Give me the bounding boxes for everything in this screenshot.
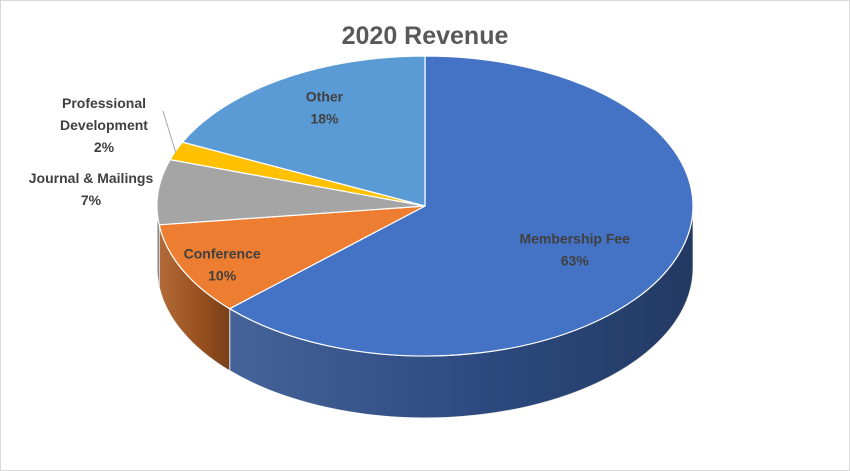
slice-other [181,55,426,207]
slice-side-journal-and-mailings-shade [157,206,160,287]
label-professional-development-name: Professional [62,95,146,111]
label-membership-fee-name: Membership Fee [519,230,630,246]
label-journal-and-mailings-name: Journal & Mailings [29,170,154,186]
slice-side-membership-fee-shade [229,206,693,418]
pie-sides [156,205,694,419]
label-professional-development-value: 2% [94,139,115,155]
leader-lines [162,110,177,153]
label-journal-and-mailings-value: 7% [81,192,102,208]
data-labels: Membership Fee 63% Conference 10% Journal & … [29,88,630,283]
slice-membership-fee [229,55,694,357]
label-professional-development-leader-line [162,110,177,153]
slice-journal-and-mailings [156,159,426,226]
slice-side-conference-shade [159,224,230,371]
chart-title: 2020 Revenue [342,22,509,50]
label-other-value: 18% [310,110,339,126]
slice-conference [158,205,426,310]
pie-slices [156,55,694,357]
label-professional-development-name: Development [60,117,148,133]
label-conference-value: 10% [208,267,237,283]
label-other-name: Other [306,88,344,104]
label-conference-name: Conference [184,245,261,261]
label-membership-fee-value: 63% [561,252,590,268]
